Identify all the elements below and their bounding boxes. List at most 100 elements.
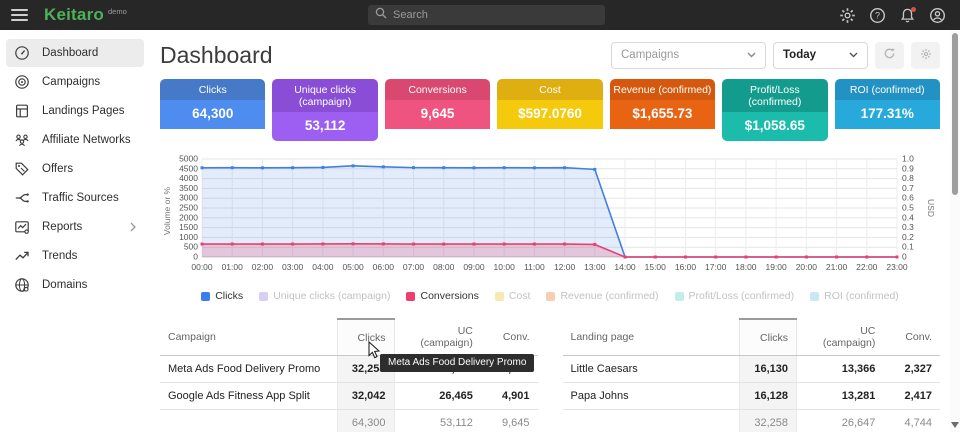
legend-item-revenue-confirmed[interactable]: Revenue (confirmed) — [546, 290, 659, 302]
svg-text:00:00: 00:00 — [191, 262, 213, 272]
dashboard-filters: Campaigns Today — [611, 41, 940, 69]
svg-text:12:00: 12:00 — [554, 262, 576, 272]
sidebar-item-label: Offers — [42, 163, 74, 175]
sidebar-item-domains[interactable]: Domains — [6, 271, 144, 299]
scrollbar[interactable] — [950, 30, 960, 432]
campaigns-table: Campaign Clicks UC (campaign) Conv. Meta Ads… — [160, 318, 538, 432]
stat-card-value: 53,112 — [272, 112, 378, 141]
sidebar-item-offers[interactable]: Offers — [6, 155, 144, 183]
tag-icon — [14, 161, 30, 177]
svg-text:06:00: 06:00 — [373, 262, 395, 272]
row-name-cell[interactable]: Meta Ads Food Delivery Promo — [160, 355, 338, 383]
widget-settings-button[interactable] — [911, 41, 940, 69]
sidebar-item-label: Campaigns — [42, 76, 101, 88]
svg-text:01:00: 01:00 — [222, 262, 244, 272]
svg-text:4500: 4500 — [179, 163, 198, 173]
traffic-chart: 0 500 1000 1500 2000 2500 3000 3500 4000 4500 5000… — [160, 151, 940, 284]
legend-swatch — [810, 291, 820, 301]
svg-text:08:00: 08:00 — [433, 262, 455, 272]
scrollbar-down-arrow[interactable] — [951, 422, 959, 428]
legend-item-cost[interactable]: Cost — [494, 290, 530, 302]
svg-text:15:00: 15:00 — [645, 262, 667, 272]
mouse-cursor — [368, 340, 381, 364]
stat-card-revenue-confirmed: Revenue (confirmed) $1,655.73 — [609, 79, 716, 141]
sidebar-item-trends[interactable]: Trends — [6, 242, 144, 270]
chart-legend: Clicks Unique clicks (campaign) Conversion… — [160, 290, 940, 302]
totals-cell: 4,744 — [883, 409, 940, 432]
sidebar-item-label: Domains — [42, 279, 88, 291]
svg-text:21:00: 21:00 — [826, 262, 848, 272]
svg-text:5000: 5000 — [179, 154, 198, 164]
row-value-cell: 2,327 — [883, 355, 940, 383]
svg-text:23:00: 23:00 — [886, 262, 908, 272]
svg-text:0.1: 0.1 — [902, 242, 914, 252]
svg-text:1.0: 1.0 — [902, 154, 914, 164]
sidebar-item-label: Dashboard — [42, 47, 99, 59]
svg-text:22:00: 22:00 — [856, 262, 878, 272]
topbar: Keitaro demo ? — [0, 0, 960, 30]
search-input[interactable] — [393, 9, 598, 21]
stat-card-value: $1,058.65 — [722, 112, 828, 141]
column-header-uc-campaign[interactable]: UC (campaign) — [796, 319, 884, 356]
brand-logo: Keitaro — [44, 5, 104, 24]
stat-card-roi-confirmed: ROI (confirmed) 177.31% — [834, 79, 940, 141]
sidebar-item-campaigns[interactable]: Campaigns — [6, 68, 144, 96]
legend-item-conversions[interactable]: Conversions — [406, 290, 479, 302]
legend-label: ROI (confirmed) — [824, 290, 899, 302]
row-value-cell: 13,281 — [796, 382, 884, 410]
period-select[interactable]: Today — [773, 41, 868, 69]
legend-item-profit-loss-confirmed[interactable]: Profit/Loss (confirmed) — [674, 290, 795, 302]
search-icon — [375, 6, 387, 24]
group-by-select[interactable]: Campaigns — [611, 41, 766, 69]
settings-gear-icon[interactable] — [839, 7, 856, 24]
svg-text:500: 500 — [184, 242, 198, 252]
legend-item-roi-confirmed[interactable]: ROI (confirmed) — [810, 290, 899, 302]
hamburger-menu-icon[interactable] — [11, 6, 28, 24]
legend-item-unique-clicks-campaign[interactable]: Unique clicks (campaign) — [259, 290, 390, 302]
stat-card-label: Profit/Loss (confirmed) — [722, 79, 828, 112]
row-name-cell[interactable]: Google Ads Fitness App Split — [160, 382, 338, 410]
stat-card-label: Unique clicks (campaign) — [272, 79, 378, 112]
row-name-cell[interactable]: Little Caesars — [562, 355, 740, 383]
split-icon — [14, 190, 30, 206]
legend-item-clicks[interactable]: Clicks — [201, 290, 243, 302]
svg-text:0: 0 — [193, 252, 198, 262]
sidebar-item-reports[interactable]: Reports — [6, 213, 144, 241]
table-row[interactable]: Little Caesars 16,130 13,366 2,327 — [562, 355, 940, 383]
column-header-clicks[interactable]: Clicks — [739, 318, 798, 356]
svg-text:04:00: 04:00 — [312, 262, 334, 272]
group-by-value: Campaigns — [621, 49, 680, 61]
row-value-cell: 4,901 — [480, 382, 538, 410]
refresh-button[interactable] — [875, 41, 904, 69]
sidebar-item-affiliate-networks[interactable]: Affiliate Networks — [6, 126, 144, 154]
column-header-uc-campaign[interactable]: UC (campaign) — [394, 319, 481, 356]
sidebar-item-dashboard[interactable]: Dashboard — [6, 39, 144, 67]
column-header-landing-page[interactable]: Landing page — [562, 319, 740, 356]
legend-label: Profit/Loss (confirmed) — [688, 290, 795, 302]
row-value-cell: 2,417 — [883, 382, 940, 410]
table-totals-row: 32,258 26,647 4,744 — [562, 409, 940, 432]
summary-tables: Campaign Clicks UC (campaign) Conv. Meta Ads… — [160, 318, 940, 432]
column-header-conv[interactable]: Conv. — [883, 319, 940, 356]
column-header-conv[interactable]: Conv. — [480, 319, 538, 356]
svg-text:10:00: 10:00 — [494, 262, 516, 272]
help-icon[interactable]: ? — [869, 7, 886, 24]
notifications-bell-icon[interactable] — [899, 6, 916, 24]
sidebar-item-landings-pages[interactable]: Landings Pages — [6, 97, 144, 125]
svg-text:3000: 3000 — [179, 193, 198, 203]
svg-text:18:00: 18:00 — [735, 262, 757, 272]
table-row[interactable]: Papa Johns 16,128 13,281 2,417 — [562, 382, 940, 410]
row-name-cell[interactable]: Papa Johns — [562, 382, 740, 410]
legend-swatch — [494, 291, 504, 301]
stat-card-label: ROI (confirmed) — [834, 79, 940, 100]
stat-card-label: Revenue (confirmed) — [609, 79, 716, 100]
table-row[interactable]: Google Ads Fitness App Split 32,042 26,465… — [160, 382, 538, 410]
svg-text:0.9: 0.9 — [902, 163, 914, 173]
sidebar-item-label: Reports — [42, 221, 83, 233]
column-header-clicks[interactable]: Clicks — [336, 318, 395, 356]
stat-card-cost: Cost $597.0760 — [497, 79, 603, 141]
user-account-icon[interactable] — [929, 7, 946, 24]
scrollbar-thumb[interactable] — [952, 33, 958, 195]
column-header-campaign[interactable]: Campaign — [160, 319, 338, 356]
sidebar-item-traffic-sources[interactable]: Traffic Sources — [6, 184, 144, 212]
